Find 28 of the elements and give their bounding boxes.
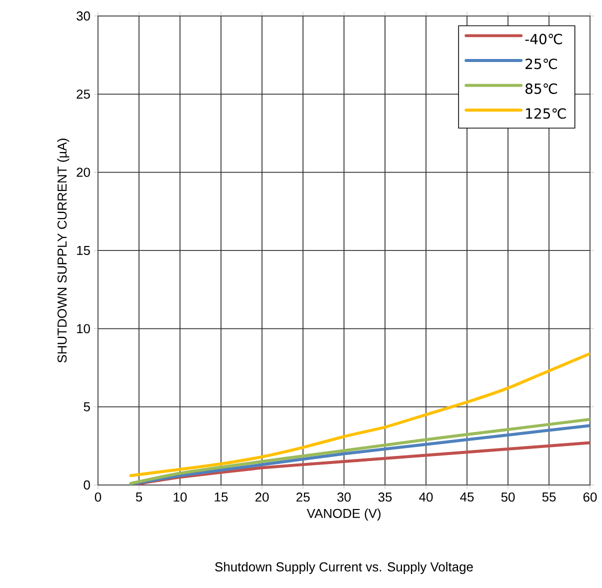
y-tick-label: 5: [84, 402, 90, 412]
x-tick-label: 20: [255, 492, 269, 502]
y-tick-label: 15: [77, 246, 90, 256]
x-tick-label: 60: [583, 492, 597, 502]
y-tick-label: 0: [84, 480, 90, 490]
x-tick-label: 0: [94, 492, 102, 502]
legend-label: -40℃: [525, 34, 562, 44]
legend-label: 85℃: [526, 83, 557, 94]
x-tick-label: 15: [214, 492, 228, 502]
x-tick-label: 40: [419, 492, 433, 502]
x-axis-title: VANODE (V): [306, 508, 380, 521]
x-tick-label: 25: [296, 492, 310, 502]
x-tick-label: 10: [174, 492, 187, 502]
y-axis-title: SHUTDOWN SUPPLY CURRENT (µA): [57, 138, 70, 363]
legend-label: 125℃: [526, 108, 566, 119]
x-tick-label: 45: [460, 492, 474, 502]
x-tick-label: 5: [136, 492, 142, 502]
y-tick-label: 30: [76, 11, 90, 21]
legend-label: 25℃: [526, 58, 557, 70]
text: Shutdown Supply Current vs. Supply Voltage: [215, 562, 473, 574]
x-tick-label: 50: [501, 492, 515, 502]
line-series: [129, 352, 590, 478]
y-tick-label: 10: [77, 324, 90, 334]
x-tick-label: 30: [337, 492, 351, 502]
y-tick-label: 25: [76, 90, 90, 99]
y-tick-label: 20: [76, 168, 90, 177]
x-tick-label: 55: [542, 492, 556, 502]
x-tick-label: 35: [378, 492, 392, 502]
